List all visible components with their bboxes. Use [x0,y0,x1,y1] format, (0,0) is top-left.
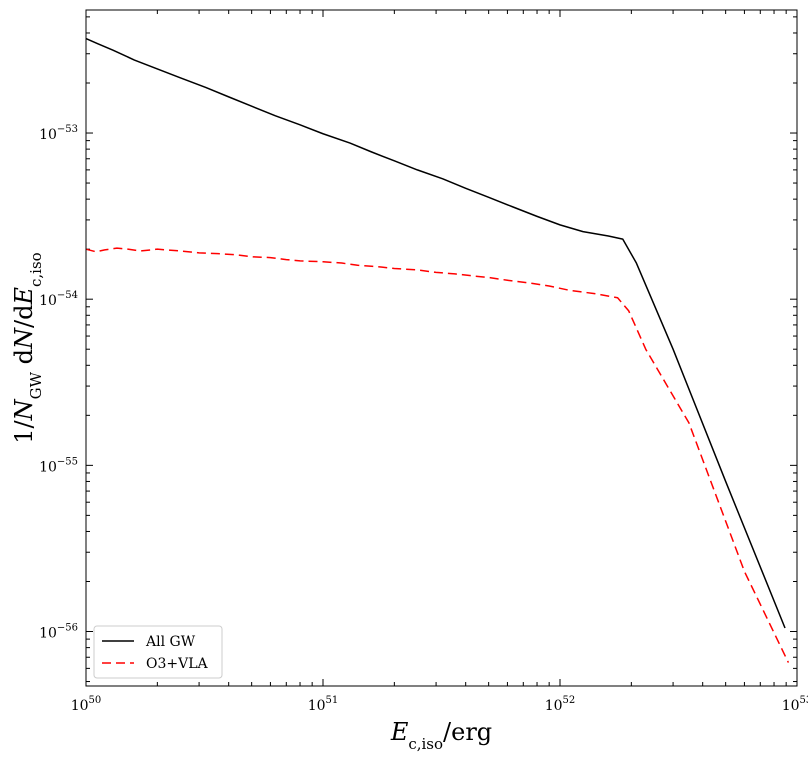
x-axis-label: Ec,iso/erg [390,718,492,753]
y-tick-label: 10−54 [39,290,78,309]
ticks-layer [85,10,798,686]
y-tick-label: 10−56 [39,623,78,642]
x-tick-label: 1050 [71,695,102,714]
tick-labels-layer: 1050 1051 1052 1053 10−53 10−54 10−55 10−56 [39,124,808,714]
legend: All GW O3+VLA [93,625,223,679]
legend-label-o3-vla: O3+VLA [146,656,209,672]
y-axis-label: 1/NGW dN/dEc,iso [10,252,45,443]
series-line-1 [85,247,790,663]
x-tick-label: 1052 [545,695,576,714]
y-tick-label: 10−53 [39,124,78,143]
y-tick-label: 10−55 [39,456,78,475]
x-tick-label: 1051 [308,695,339,714]
legend-box [93,625,223,679]
x-tick-label: 1053 [782,695,808,714]
plot-area [85,9,798,687]
series-layer [85,37,790,663]
legend-label-all-gw: All GW [145,634,196,650]
series-line-0 [85,37,786,629]
